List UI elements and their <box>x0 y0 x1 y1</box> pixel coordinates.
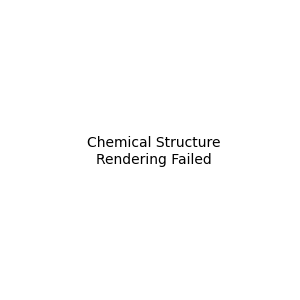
Text: Chemical Structure
Rendering Failed: Chemical Structure Rendering Failed <box>87 136 220 166</box>
